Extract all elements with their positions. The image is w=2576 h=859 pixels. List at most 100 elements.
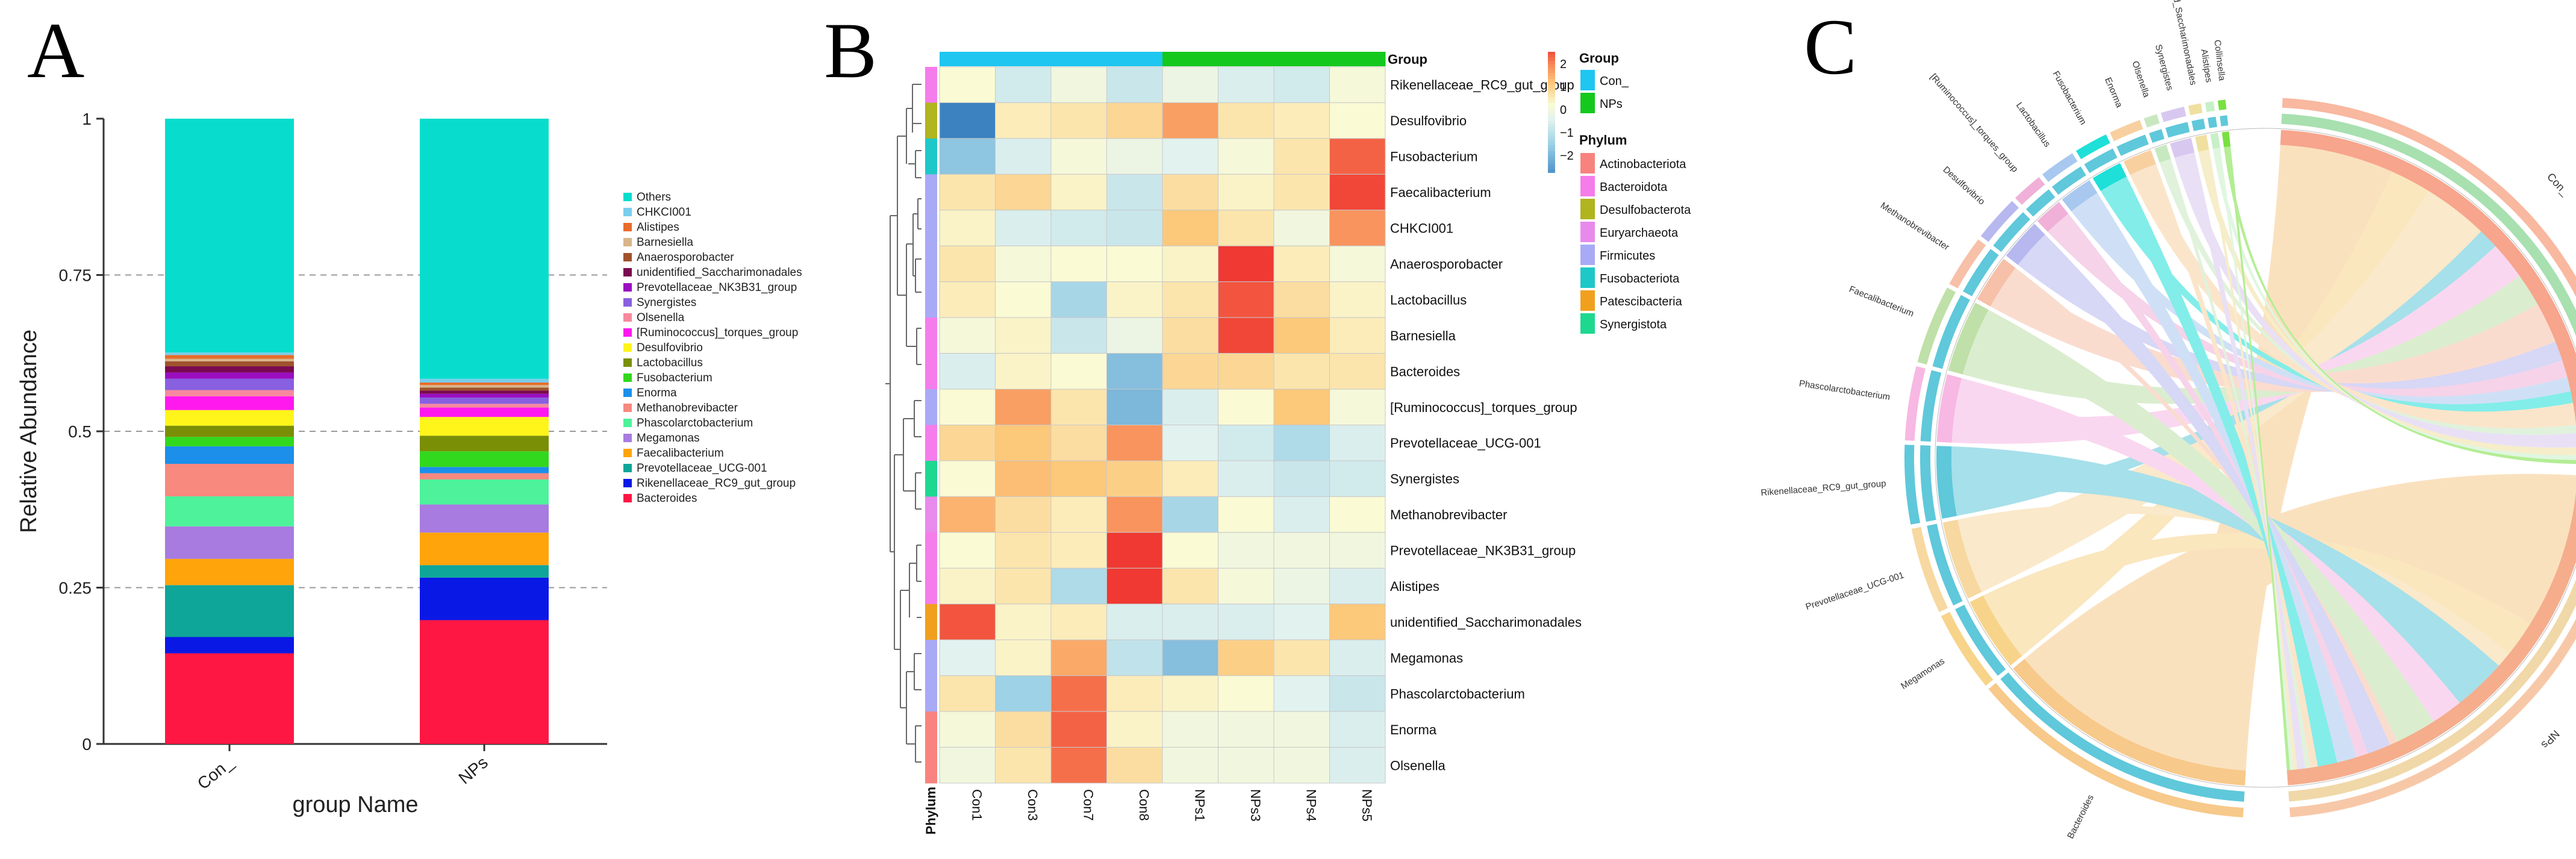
heatmap-cell bbox=[1218, 353, 1274, 390]
colorbar-segment bbox=[1548, 109, 1555, 113]
legend-phylum-label: Actinobacteriota bbox=[1600, 158, 1686, 171]
taxon-ring-mid bbox=[2116, 134, 2149, 156]
colorbar-tick-label: 2 bbox=[1560, 58, 1567, 71]
taxon-ring-mid bbox=[1955, 604, 2006, 676]
heatmap-cell bbox=[1273, 138, 1330, 175]
group-label: Con_ bbox=[2544, 170, 2571, 199]
colorbar-segment bbox=[1548, 88, 1555, 92]
heatmap-cell bbox=[1329, 245, 1386, 283]
heatmap-cell bbox=[995, 317, 1052, 354]
bar-segment bbox=[165, 653, 294, 744]
taxon-arc bbox=[1942, 519, 1982, 599]
heatmap-cell bbox=[1218, 173, 1274, 211]
bar-segment bbox=[420, 385, 549, 388]
heatmap-cell bbox=[1218, 675, 1274, 712]
group-annotation-cell bbox=[1274, 52, 1330, 66]
row-label: unidentified_Saccharimonadales bbox=[1390, 614, 1582, 629]
legend-swatch bbox=[623, 358, 632, 367]
heatmap-cell bbox=[1218, 389, 1274, 425]
taxon-arc bbox=[1977, 258, 2016, 307]
colorbar-segment bbox=[1548, 124, 1555, 128]
chord-ribbon bbox=[2187, 152, 2306, 770]
colorbar-segment bbox=[1548, 70, 1555, 73]
heatmap-cell bbox=[1162, 747, 1218, 784]
bar-segment bbox=[165, 361, 294, 367]
heatmap-cell bbox=[1162, 604, 1218, 640]
colorbar-segment bbox=[1548, 166, 1555, 170]
chord-ribbon bbox=[1999, 172, 2429, 657]
taxon-ring-outer bbox=[1911, 526, 1948, 613]
legend-swatch bbox=[623, 208, 632, 216]
heatmap-cell bbox=[1329, 138, 1386, 175]
phylum-annotation-cell bbox=[925, 389, 937, 425]
legend-swatch bbox=[623, 223, 632, 231]
heatmap-cell bbox=[1329, 639, 1386, 676]
taxon-ring-mid bbox=[2191, 119, 2206, 131]
heatmap-cell bbox=[939, 460, 996, 497]
heatmap-cell bbox=[995, 102, 1052, 139]
legend-swatch bbox=[623, 193, 632, 201]
row-label: Barnesiella bbox=[1390, 328, 1456, 343]
heatmap-cell bbox=[1106, 281, 1163, 318]
heatmap-cell bbox=[1329, 389, 1386, 425]
heatmap-cell bbox=[995, 532, 1052, 569]
heatmap-cell bbox=[1273, 567, 1330, 605]
heatmap-cell bbox=[1273, 281, 1330, 318]
row-label: Methanobrevibacter bbox=[1390, 507, 1507, 522]
heatmap-cell bbox=[995, 353, 1052, 390]
row-label: [Ruminococcus]_torques_group bbox=[1390, 400, 1577, 415]
heatmap-cell bbox=[1273, 532, 1330, 569]
heatmap-cell bbox=[995, 747, 1052, 784]
bar-segment bbox=[420, 577, 549, 620]
legend-label: CHKCI001 bbox=[637, 206, 691, 219]
heatmap-cell bbox=[995, 639, 1052, 676]
legend-swatch bbox=[623, 268, 632, 276]
heatmap-cell bbox=[1106, 210, 1163, 246]
heatmap-cell bbox=[1218, 245, 1274, 283]
heatmap-cell bbox=[995, 245, 1052, 283]
bar-segment bbox=[420, 393, 549, 398]
colorbar-segment bbox=[1548, 169, 1555, 173]
heatmap-cell bbox=[1329, 281, 1386, 318]
bar-segment bbox=[420, 467, 549, 473]
legend-group-title: Group bbox=[1579, 51, 1619, 66]
heatmap-cell bbox=[1329, 675, 1386, 712]
bar-segment bbox=[420, 473, 549, 479]
heatmap-cell bbox=[1106, 317, 1163, 354]
taxon-arc bbox=[1936, 446, 1957, 519]
panel-letter-b: B bbox=[824, 6, 877, 95]
legend-label: Fusobacterium bbox=[637, 372, 713, 384]
phylum-annotation-cell bbox=[925, 460, 937, 497]
heatmap-cell bbox=[1218, 604, 1274, 640]
chord-ribbon bbox=[1972, 310, 2434, 742]
heatmap-cell bbox=[939, 747, 996, 784]
heatmap-cell bbox=[1218, 460, 1274, 497]
bar-segment bbox=[420, 119, 549, 379]
heatmap-cell bbox=[1162, 102, 1218, 139]
heatmap-cell bbox=[1218, 567, 1274, 605]
phylum-annotation-cell bbox=[925, 425, 937, 461]
group-annotation-cell bbox=[940, 52, 996, 66]
heatmap-cell bbox=[1106, 639, 1163, 676]
bar-segment bbox=[165, 463, 294, 496]
heatmap-cell bbox=[1050, 389, 1107, 425]
taxon-arc bbox=[2222, 131, 2231, 148]
heatmap-cell bbox=[1162, 317, 1218, 354]
bar-segment bbox=[165, 355, 294, 359]
group-annotation-label: Group bbox=[1388, 52, 1427, 67]
chord-ribbon bbox=[2205, 149, 2298, 770]
taxon-arc bbox=[1936, 374, 1962, 443]
heatmap-cell bbox=[1162, 567, 1218, 605]
x-tick-label: NPs bbox=[455, 753, 491, 788]
heatmap-cell bbox=[1162, 425, 1218, 461]
heatmap-cell bbox=[1162, 210, 1218, 246]
heatmap-cell bbox=[1050, 604, 1107, 640]
heatmap-cell bbox=[939, 711, 996, 748]
phylum-annotation-cell bbox=[925, 496, 937, 533]
legend-phylum-label: Fusobacteriota bbox=[1600, 272, 1680, 286]
heatmap-cell bbox=[995, 460, 1052, 497]
heatmap-cell bbox=[995, 173, 1052, 211]
phylum-annotation-cell bbox=[925, 604, 937, 640]
heatmap-cell bbox=[939, 317, 996, 354]
colorbar-segment bbox=[1548, 85, 1555, 89]
